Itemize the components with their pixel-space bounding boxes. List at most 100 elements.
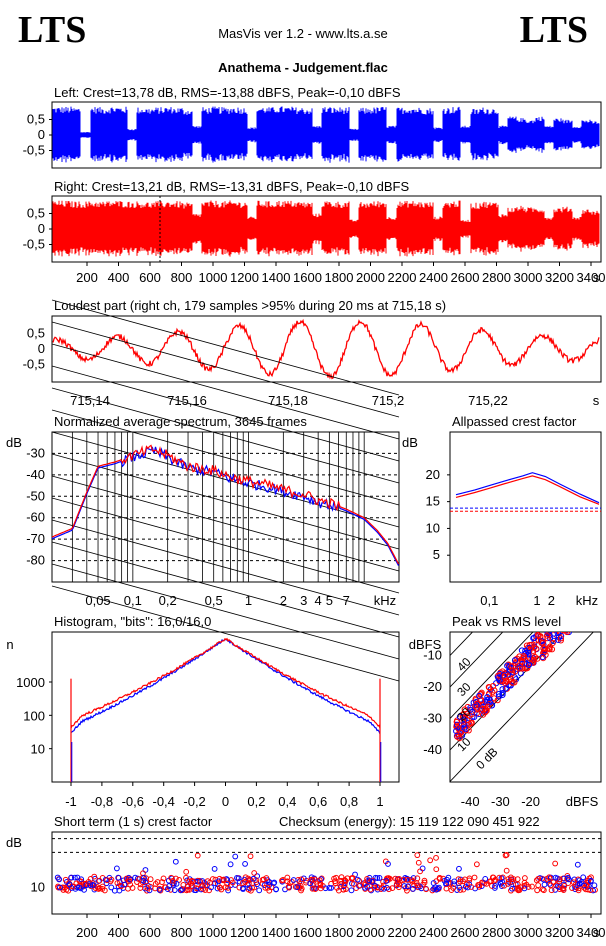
shortcrest-xtick: s	[593, 925, 600, 940]
shortcrest-point	[404, 877, 411, 883]
shortcrest-point	[220, 876, 227, 883]
shortcrest-xtick: 1600	[293, 925, 322, 940]
crest-ytick: 5	[433, 547, 440, 562]
peakrms-point	[557, 632, 565, 640]
shortcrest-point	[466, 877, 473, 884]
shortcrest-point	[229, 879, 236, 886]
shortcrest-point	[430, 886, 437, 892]
shortcrest-point	[251, 870, 258, 876]
peakrms-ylabel: dBFS	[409, 637, 442, 652]
shortcrest-point	[236, 878, 243, 885]
checksum-label: Checksum (energy): 15 119 122 090 451 92…	[279, 814, 540, 829]
spectrum-diag	[51, 453, 400, 550]
peakrms-point	[572, 623, 577, 628]
shortcrest-point	[309, 877, 316, 883]
shortcrest-point	[91, 873, 98, 880]
shortcrest-point	[192, 887, 199, 894]
histogram-title: Histogram, "bits": 16,0/16,0	[54, 614, 211, 629]
peakrms-diag	[450, 632, 474, 657]
shortcrest-point	[273, 886, 279, 893]
shortcrest-point	[164, 886, 171, 893]
shortcrest-point	[463, 881, 470, 888]
loudest-xtick: 715,18	[268, 393, 308, 408]
shortcrest-point	[338, 880, 345, 887]
right-ytick: -0,5	[23, 237, 45, 252]
peakrms-frame	[449, 631, 602, 783]
peakrms-point	[456, 713, 463, 720]
spectrum-xtick: 1	[245, 593, 252, 608]
shortcrest-point	[180, 881, 187, 888]
left-ytick: -0,5	[23, 143, 45, 158]
shortcrest-point	[471, 874, 478, 881]
shortcrest-point	[457, 878, 463, 885]
shortcrest-point	[429, 887, 436, 894]
shortcrest-point	[552, 860, 559, 867]
shortcrest-point	[414, 875, 421, 882]
peakrms-point	[533, 645, 540, 652]
crest-curve-right	[455, 475, 600, 505]
shortcrest-point	[141, 875, 147, 881]
crest-xtick-unit: kHz	[576, 593, 598, 608]
histogram-xtick: -0,8	[91, 794, 113, 809]
shortcrest-point	[280, 877, 286, 883]
loudest-title: Loudest part (right ch, 179 samples >95%…	[54, 298, 446, 313]
loudest-xtick: 715,2	[372, 393, 405, 408]
right-xtick: 200	[76, 270, 98, 285]
shortcrest-xtick: 3400	[577, 925, 606, 940]
shortcrest-point	[168, 874, 175, 881]
spectrum-diag	[51, 321, 400, 418]
shortcrest-point	[440, 875, 447, 882]
shortcrest-point	[401, 883, 408, 889]
shortcrest-point	[451, 878, 458, 885]
peakrms-point	[539, 639, 546, 646]
right-xtick: 3200	[545, 270, 574, 285]
shortcrest-point	[183, 874, 189, 881]
shortcrest-point	[227, 861, 234, 868]
app-title: MasVis ver 1.2 - www.lts.a.se	[218, 26, 388, 41]
shortcrest-point	[309, 885, 316, 892]
right-xtick: 3400	[577, 270, 606, 285]
shortcrest-xtick: 600	[139, 925, 161, 940]
shortcrest-point	[490, 874, 497, 881]
shortcrest-point	[556, 878, 563, 885]
shortcrest-point	[338, 874, 345, 881]
shortcrest-point	[328, 885, 334, 891]
histogram-ytick: 100	[23, 708, 45, 723]
shortcrest-point	[147, 884, 154, 890]
shortcrest-point	[186, 878, 193, 885]
right-xtick: 800	[171, 270, 193, 285]
shortcrest-point	[211, 865, 218, 872]
peakrms-point	[461, 716, 468, 723]
shortcrest-point	[333, 874, 340, 881]
shortcrest-xtick: 1200	[230, 925, 259, 940]
shortcrest-point	[260, 876, 267, 883]
shortcrest-xtick: 400	[108, 925, 130, 940]
shortcrest-point	[68, 874, 75, 881]
shortcrest-point	[81, 886, 87, 893]
peakrms-point	[509, 667, 516, 674]
peakrms-point	[506, 663, 513, 670]
shortcrest-point	[262, 884, 269, 891]
peakrms-point	[456, 735, 463, 742]
shortcrest-xtick: 800	[171, 925, 193, 940]
shortcrest-point	[250, 875, 257, 882]
peakrms-title: Peak vs RMS level	[452, 614, 561, 629]
shortcrest-point	[546, 874, 552, 881]
shortcrest-point	[417, 868, 423, 875]
shortcrest-point	[171, 887, 178, 894]
shortcrest-point	[473, 861, 480, 868]
shortcrest-point	[540, 887, 547, 894]
histogram-xtick: 0,6	[309, 794, 327, 809]
shortcrest-point	[366, 877, 373, 884]
shortcrest-point	[489, 883, 495, 889]
peakrms-ytick: -10	[423, 648, 442, 663]
shortcrest-point	[254, 873, 261, 879]
shortcrest-point	[245, 875, 252, 882]
peakrms-point	[549, 640, 556, 647]
spectrum-ylabel: dB	[6, 435, 22, 450]
right-xtick: 2000	[356, 270, 385, 285]
shortcrest-point	[118, 882, 125, 889]
shortcrest-point	[62, 876, 69, 883]
spectrum-curve	[52, 444, 399, 565]
shortcrest-point	[236, 884, 243, 891]
